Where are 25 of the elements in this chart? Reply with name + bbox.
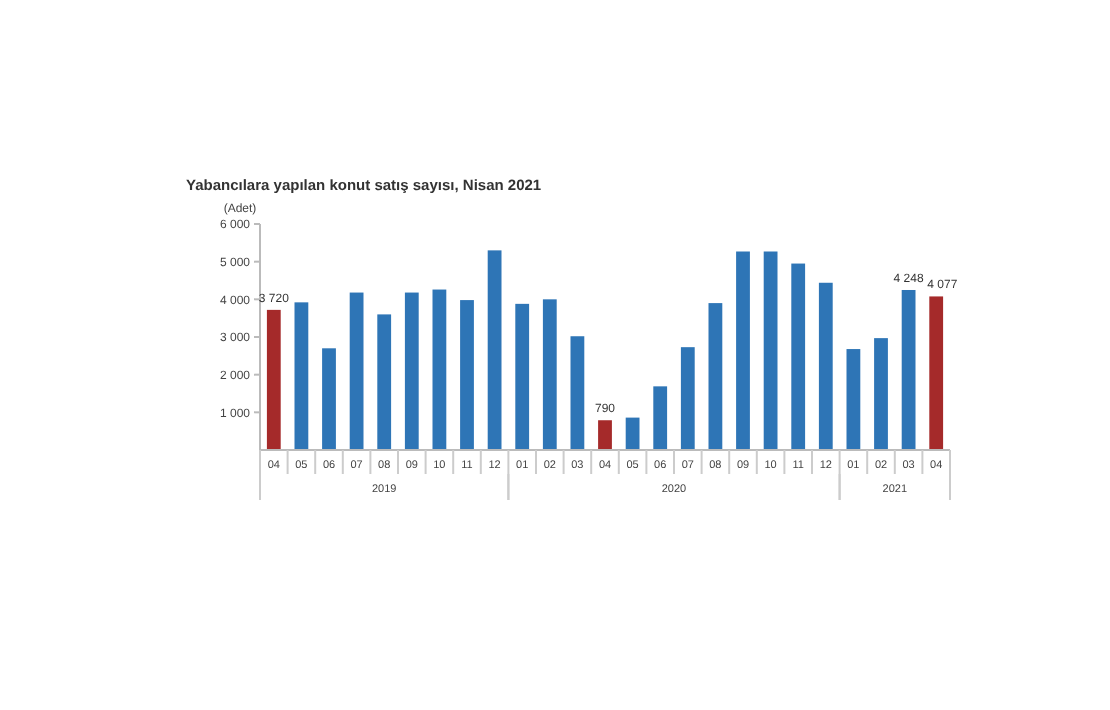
bar <box>377 314 392 450</box>
bar <box>598 420 612 450</box>
bar <box>266 309 281 450</box>
bar <box>625 417 640 450</box>
bar <box>874 338 888 450</box>
bar <box>818 282 833 450</box>
bar <box>322 348 336 450</box>
bar <box>294 302 309 450</box>
bar <box>680 347 695 450</box>
bar <box>708 303 723 450</box>
bar <box>432 289 447 450</box>
bar <box>901 289 916 450</box>
bar <box>349 292 364 450</box>
bar <box>736 251 750 450</box>
bar <box>791 263 806 450</box>
bar <box>846 349 861 450</box>
bar <box>763 251 778 450</box>
bar <box>929 296 944 450</box>
bar <box>460 300 474 450</box>
bar <box>515 303 530 450</box>
bar <box>487 250 502 450</box>
bar <box>542 299 557 450</box>
bar <box>653 386 668 450</box>
bar <box>404 292 419 450</box>
bar <box>570 336 585 450</box>
